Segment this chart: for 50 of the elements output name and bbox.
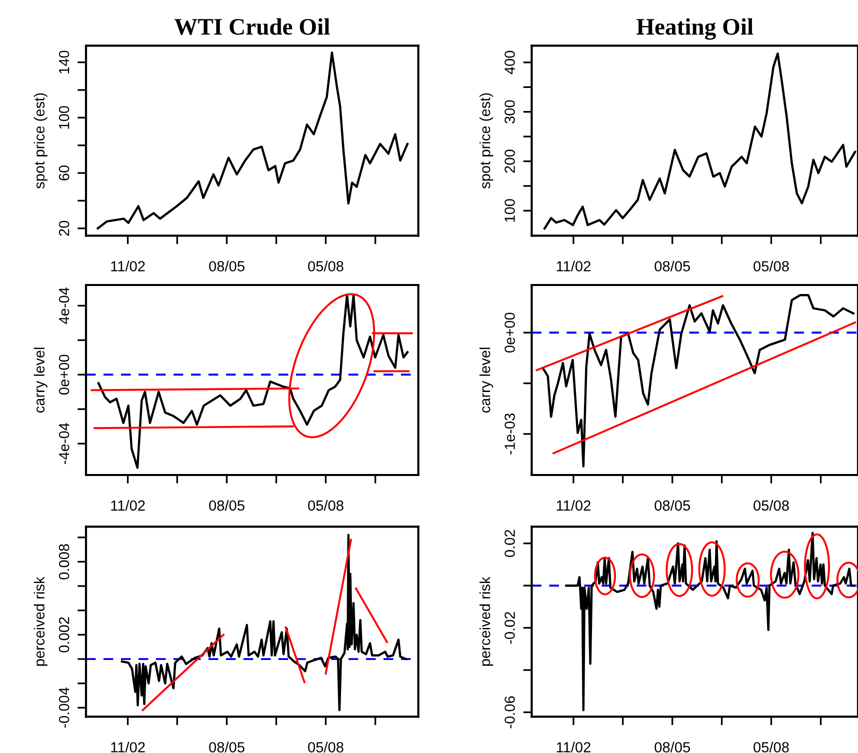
x-tick-label: 05/08 <box>308 500 344 511</box>
y-tick-label: 100 <box>504 199 515 222</box>
y-tick-label: 0.02 <box>504 530 515 557</box>
y-tick-label: 4e-04 <box>58 287 70 324</box>
y-tick-label: 100 <box>58 106 70 129</box>
x-tick-label: 11/02 <box>556 500 590 511</box>
line-series <box>565 532 855 712</box>
x-tick-label: 08/05 <box>209 500 244 511</box>
x-tick-label: 08/05 <box>654 500 690 511</box>
y-tick-label: -1e-03 <box>504 414 515 454</box>
y-axis-title: spot price (est) <box>34 93 48 189</box>
y-tick-label: 0.008 <box>58 544 70 580</box>
y-tick-label: 60 <box>58 165 70 180</box>
y-tick-label: 0e+00 <box>58 354 70 395</box>
y-tick-label: -0.02 <box>504 612 515 644</box>
y-tick-label: 200 <box>504 150 515 173</box>
x-tick-label: 11/02 <box>556 742 590 752</box>
x-tick-label: 05/08 <box>754 500 789 511</box>
y-axis-title: carry level <box>34 348 48 413</box>
y-axis-title: carry level <box>480 348 494 413</box>
x-tick-label: 05/08 <box>754 742 789 752</box>
y-tick-label: 400 <box>504 50 515 74</box>
x-tick-label: 05/08 <box>754 260 789 272</box>
x-tick-label: 11/02 <box>111 742 145 752</box>
y-tick-label: 20 <box>58 220 70 236</box>
x-tick-label: 11/02 <box>111 500 145 511</box>
chart-title: WTI Crude Oil <box>174 18 330 35</box>
y-tick-label: -0.06 <box>504 696 515 728</box>
x-tick-label: 11/02 <box>111 260 145 272</box>
y-tick-label: -4e-04 <box>58 422 70 464</box>
x-tick-label: 08/05 <box>654 742 690 752</box>
line-series <box>542 294 854 468</box>
x-tick-label: 05/08 <box>308 260 344 272</box>
x-tick-label: 08/05 <box>654 260 690 272</box>
x-tick-label: 11/02 <box>556 260 590 272</box>
y-tick-label: 0e+00 <box>504 312 515 353</box>
y-tick-label: -0.004 <box>58 687 70 728</box>
y-tick-label: 140 <box>58 50 70 74</box>
chart-title: Heating Oil <box>636 18 754 40</box>
y-tick-label: 300 <box>504 100 515 124</box>
y-axis-title: perceived risk <box>480 576 494 666</box>
x-tick-label: 05/08 <box>308 742 344 752</box>
y-axis-title: perceived risk <box>34 576 48 666</box>
line-series <box>120 534 408 712</box>
x-tick-label: 08/05 <box>209 742 244 752</box>
line-series <box>96 52 409 230</box>
x-tick-label: 08/05 <box>209 260 244 272</box>
line-series <box>97 294 409 469</box>
y-tick-label: 0.002 <box>58 617 70 652</box>
y-axis-title: spot price (est) <box>480 93 494 189</box>
